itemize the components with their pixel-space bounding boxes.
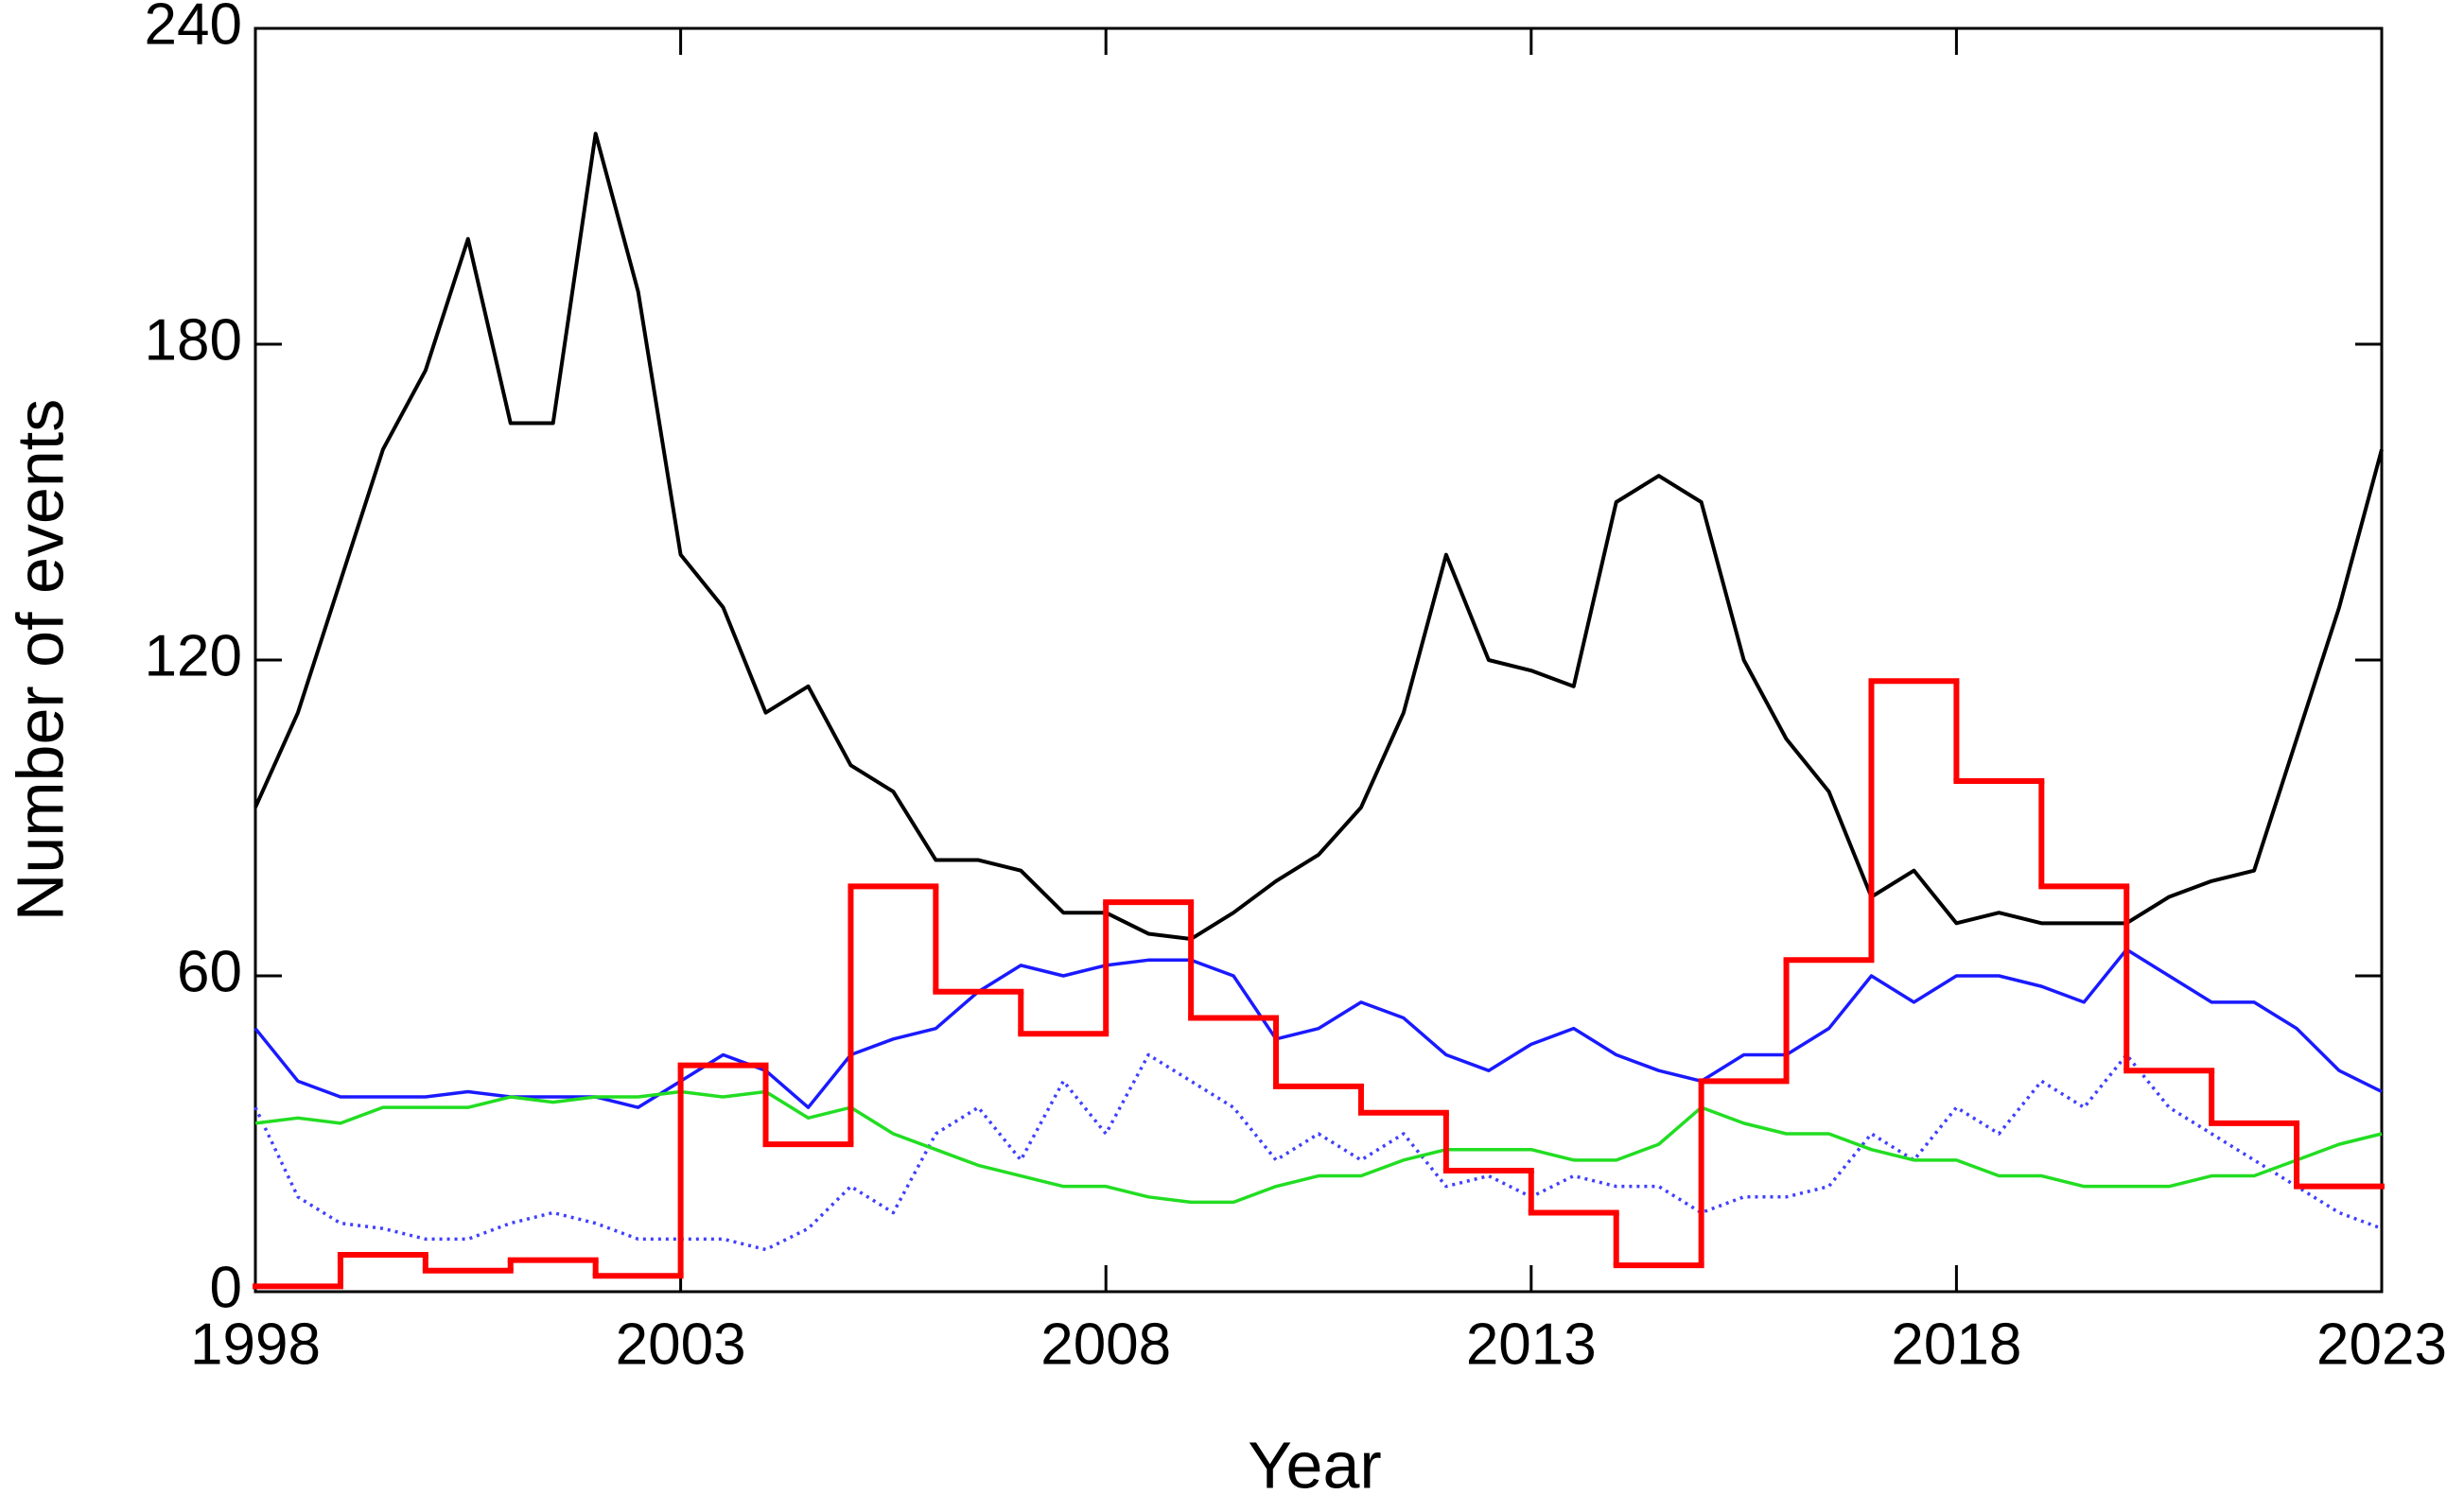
y-tick-label: 180 — [145, 307, 242, 373]
series-line — [253, 947, 2383, 1109]
series-line — [253, 131, 2384, 942]
x-tick-label: 2018 — [1891, 1312, 2021, 1377]
y-tick-label: 120 — [145, 623, 242, 688]
y-tick-label: 240 — [145, 0, 242, 57]
series-line — [253, 1052, 2383, 1252]
x-tick-label: 2003 — [616, 1312, 746, 1377]
x-tick-label: 2013 — [1466, 1312, 1597, 1377]
series-line — [254, 1089, 2383, 1205]
x-tick-label: 1998 — [190, 1312, 321, 1377]
y-axis-label: Number of events — [3, 399, 77, 921]
plot-frame — [253, 26, 2384, 1294]
x-tick-label: 2008 — [1040, 1312, 1171, 1377]
x-tick-label: 2023 — [2316, 1312, 2447, 1377]
x-axis-label: Year — [1248, 1428, 1381, 1502]
y-tick-label: 0 — [210, 1255, 242, 1320]
y-tick-label: 60 — [177, 939, 242, 1004]
